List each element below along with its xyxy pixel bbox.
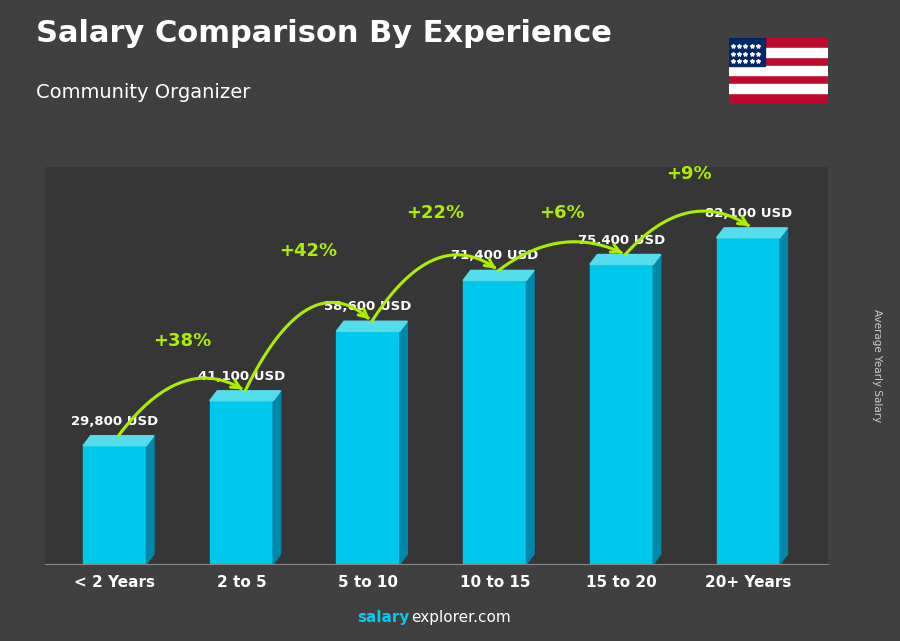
Text: Salary Comparison By Experience: Salary Comparison By Experience xyxy=(36,19,612,48)
Text: 41,100 USD: 41,100 USD xyxy=(198,370,285,383)
Polygon shape xyxy=(273,391,281,564)
Bar xyxy=(716,238,780,564)
Polygon shape xyxy=(464,271,534,280)
Text: 58,600 USD: 58,600 USD xyxy=(324,300,412,313)
Text: Average Yearly Salary: Average Yearly Salary xyxy=(872,309,883,422)
Polygon shape xyxy=(653,254,661,564)
Polygon shape xyxy=(590,254,661,265)
Polygon shape xyxy=(526,271,534,564)
Polygon shape xyxy=(337,321,408,331)
Text: +9%: +9% xyxy=(666,165,711,183)
Polygon shape xyxy=(780,228,788,564)
Text: Community Organizer: Community Organizer xyxy=(36,83,250,103)
Text: +42%: +42% xyxy=(280,242,338,260)
Text: 82,100 USD: 82,100 USD xyxy=(705,207,792,220)
Polygon shape xyxy=(729,38,765,66)
Bar xyxy=(729,66,828,75)
Text: +38%: +38% xyxy=(153,332,211,350)
Text: salary: salary xyxy=(357,610,410,625)
Bar xyxy=(729,84,828,94)
Polygon shape xyxy=(400,321,408,564)
Bar xyxy=(590,265,653,564)
Text: 75,400 USD: 75,400 USD xyxy=(578,233,665,247)
Bar xyxy=(729,47,828,57)
Text: 29,800 USD: 29,800 USD xyxy=(71,415,158,428)
Text: explorer.com: explorer.com xyxy=(411,610,511,625)
Polygon shape xyxy=(83,436,154,445)
Polygon shape xyxy=(210,391,281,401)
Polygon shape xyxy=(147,436,154,564)
Bar xyxy=(83,445,147,564)
Bar xyxy=(210,401,273,564)
Bar xyxy=(464,280,526,564)
Bar xyxy=(337,331,400,564)
Text: 71,400 USD: 71,400 USD xyxy=(451,249,538,262)
Text: +22%: +22% xyxy=(406,203,464,222)
Text: +6%: +6% xyxy=(539,203,585,222)
Polygon shape xyxy=(716,228,788,238)
